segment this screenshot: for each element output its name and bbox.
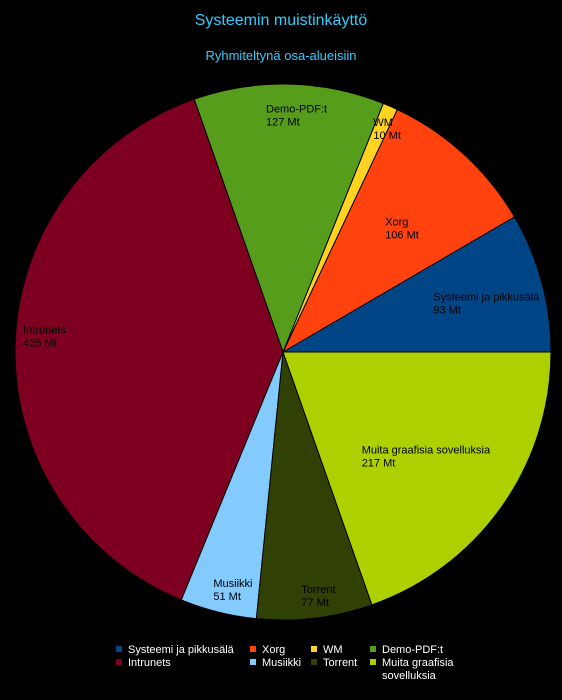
pie-slice-muita-graafisia-sovelluksia	[282, 351, 552, 606]
legend-label-torrent: Torrent	[323, 657, 357, 669]
pie-slice-intrunets	[14, 98, 284, 601]
legend-swatch-wm	[311, 646, 317, 652]
slice-label-name: Demo-PDF:t	[266, 103, 327, 115]
slice-label-name: Systeemi ja pikkusälä	[433, 292, 540, 304]
pie-slice-torrent	[255, 351, 373, 621]
legend-swatch-xorg	[250, 646, 256, 652]
legend-label-intrunets: Intrunets	[128, 657, 171, 669]
legend-label-demo-pdf-t: Demo-PDF:t	[382, 644, 443, 656]
legend-swatch-muita-graafisia-sovelluksia	[370, 659, 376, 665]
slice-label-name: Xorg	[385, 216, 408, 228]
slice-label-value: 425 Mt	[23, 337, 57, 349]
legend-label-xorg: Xorg	[262, 644, 285, 656]
slice-label-value: 77 Mt	[301, 597, 329, 609]
slice-label-name: Muita graafisia sovelluksia	[362, 444, 491, 456]
chart-title: Systeemin muistinkäyttö	[195, 12, 368, 29]
pie-slices	[14, 83, 552, 621]
pie-slice-demo-pdf-t	[193, 83, 384, 354]
legend-label-systeemi-ja-pikkusala: Systeemi ja pikkusälä	[128, 644, 235, 656]
legend-swatch-torrent	[311, 659, 317, 665]
slice-label-name: Musiikki	[213, 578, 252, 590]
legend-swatch-demo-pdf-t	[370, 646, 376, 652]
slice-label-name: Intrunets	[23, 324, 66, 336]
slice-label-value: 106 Mt	[385, 229, 419, 241]
legend-label-muita-graafisia-sovelluksia: Muita graafisia sovelluksia	[382, 657, 454, 682]
pie-slice-xorg	[281, 108, 516, 354]
legend-swatch-intrunets	[116, 659, 122, 665]
slice-label-name: Torrent	[301, 584, 335, 596]
legend-swatch-systeemi-ja-pikkusala	[116, 646, 122, 652]
legend-label-wm: WM	[323, 644, 343, 656]
legend-swatch-musiikki	[250, 659, 256, 665]
slice-label-value: 127 Mt	[266, 116, 300, 128]
slice-label-value: 51 Mt	[213, 591, 241, 603]
slice-label-value: 93 Mt	[433, 305, 461, 317]
slice-label-value: 10 Mt	[373, 130, 401, 142]
legend-label-musiikki: Musiikki	[262, 657, 301, 669]
slice-label-name: WM	[373, 117, 393, 129]
legend: Systeemi ja pikkusälä Xorg WM Demo-PDF:t Int…	[116, 644, 454, 682]
slice-label-value: 217 Mt	[362, 457, 396, 469]
pie-slice-systeemi-ja-pikkusala	[281, 216, 552, 353]
chart-subtitle: Ryhmiteltynä osa-alueisiin	[205, 48, 356, 63]
